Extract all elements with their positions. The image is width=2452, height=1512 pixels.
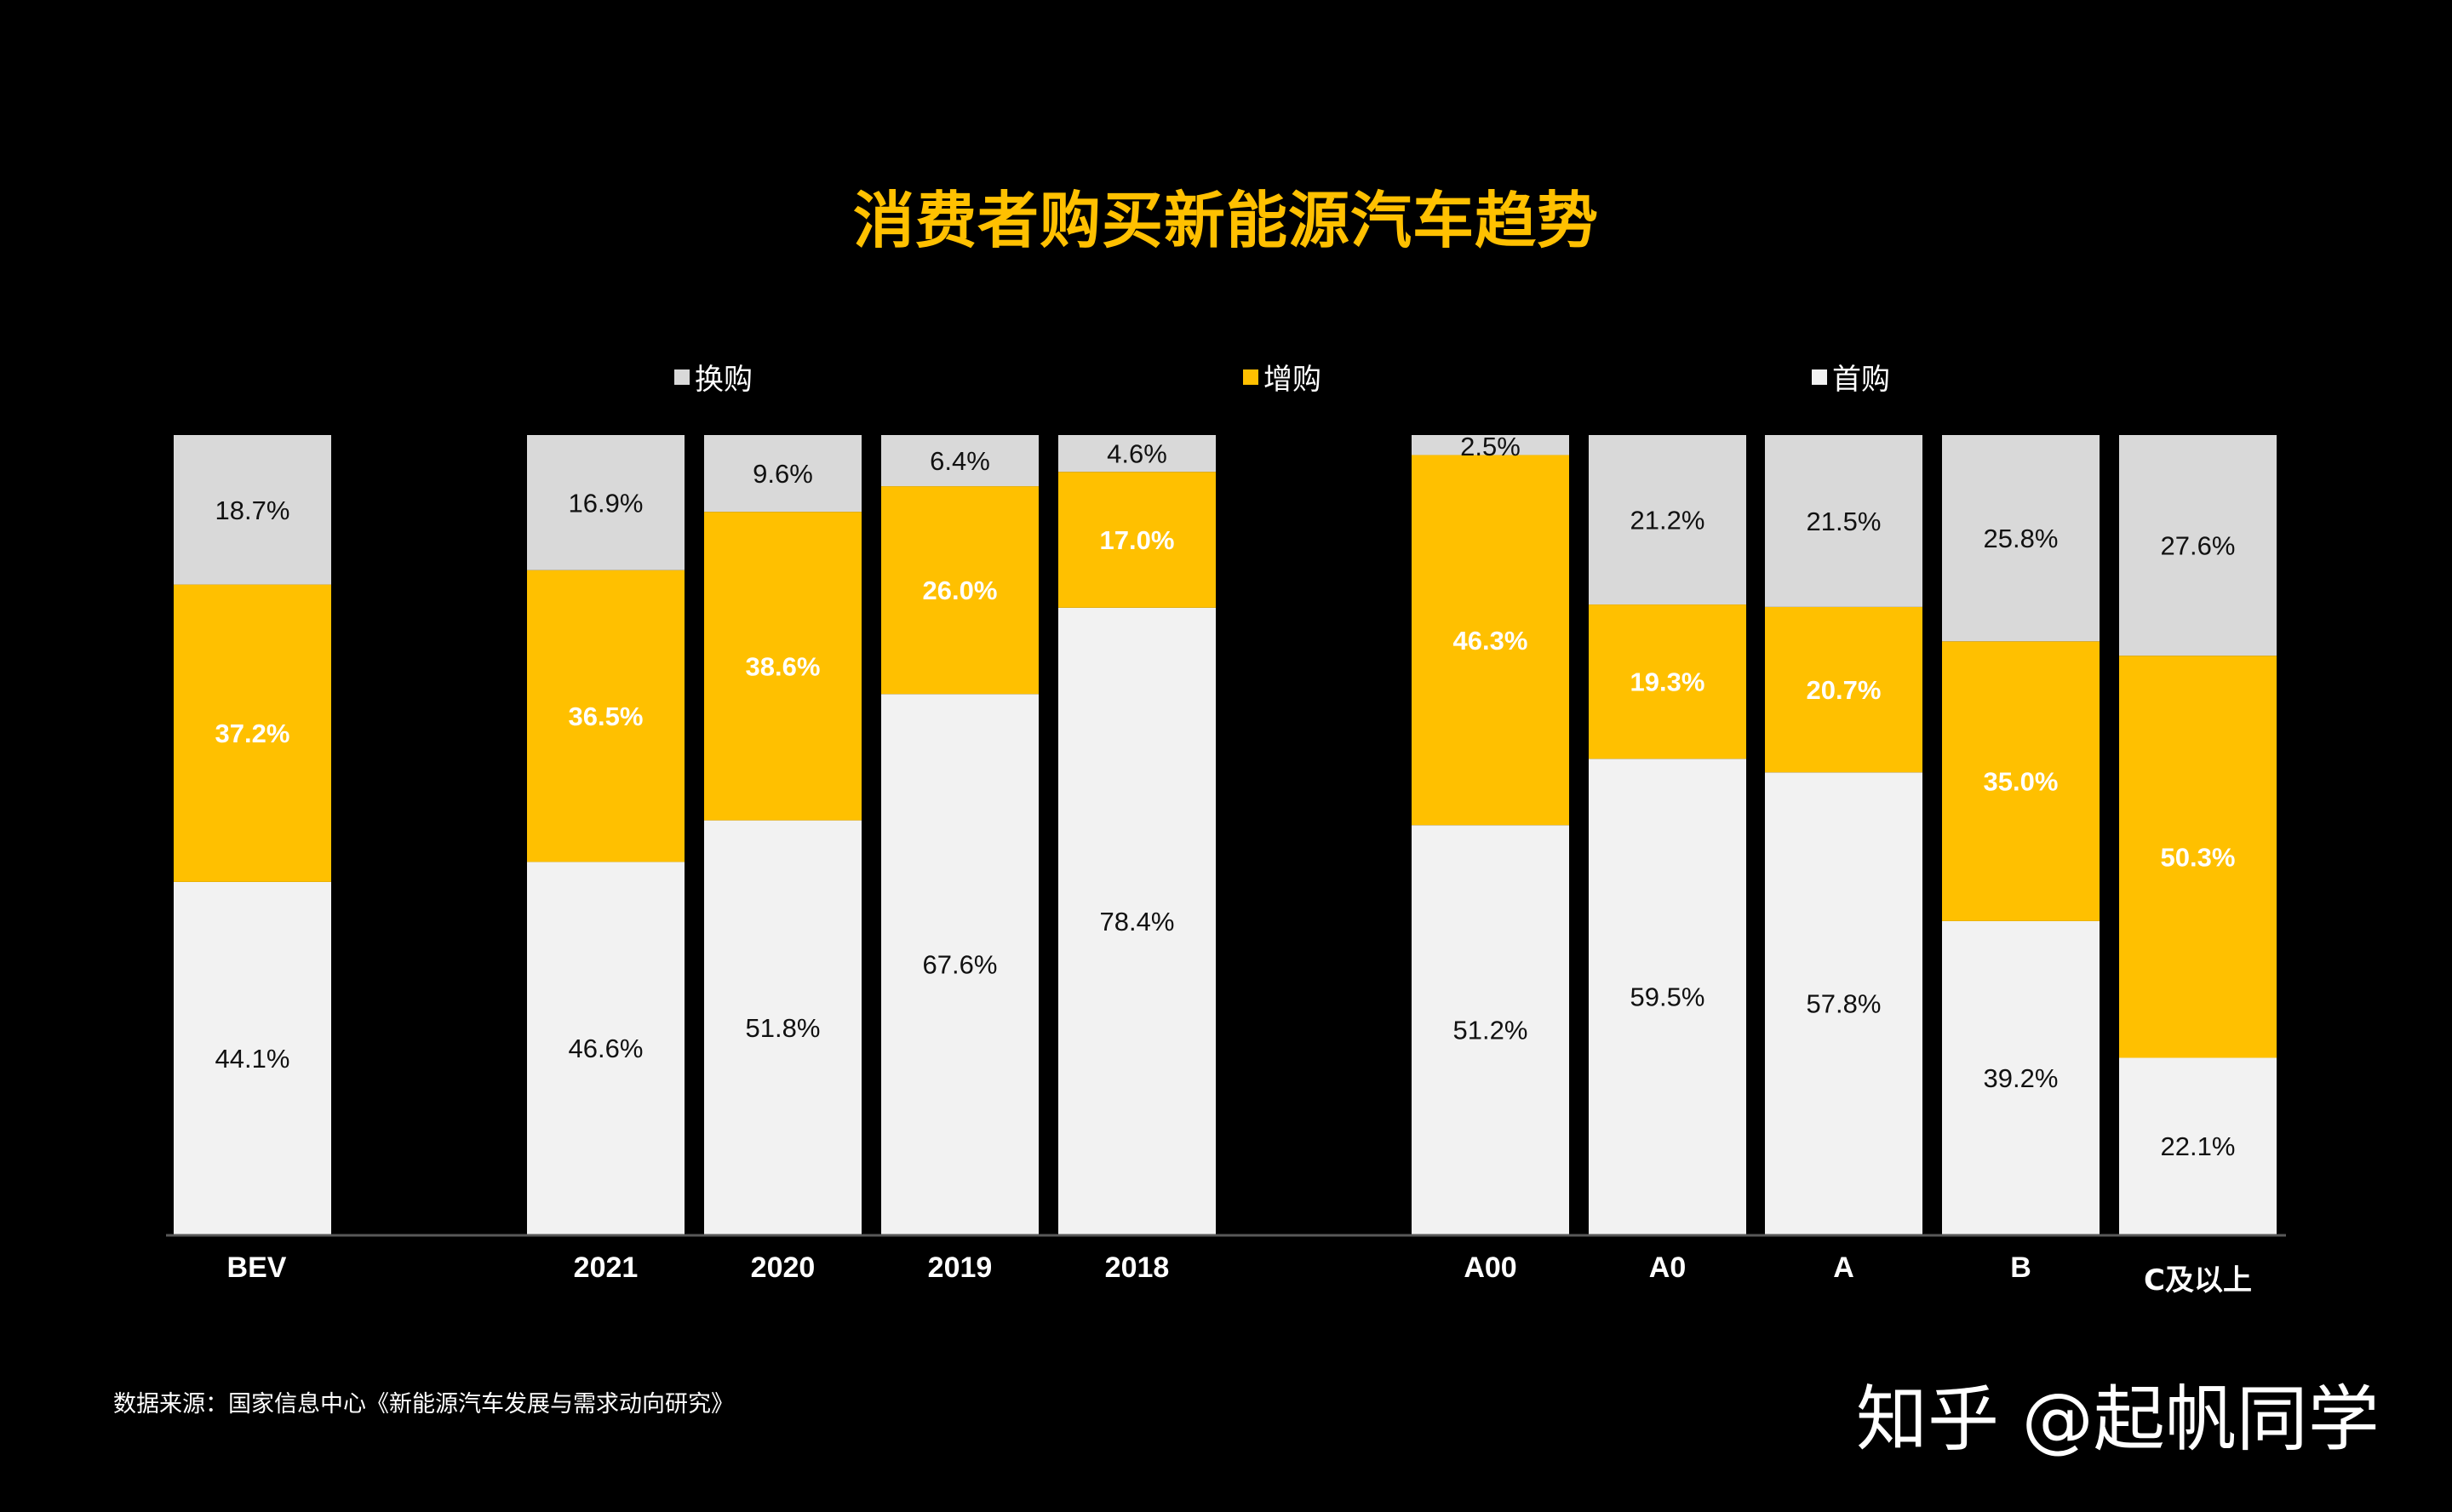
watermark: 知乎 @起帆同学 <box>1856 1377 2380 1461</box>
data-label: 25.8% <box>1984 524 2059 553</box>
bar-segment <box>1412 825 1569 1234</box>
chart-title: 消费者购买新能源汽车趋势 <box>852 185 1599 256</box>
data-label: 46.3% <box>1453 626 1528 656</box>
bar-stack: 57.8% 20.7% 21.5% <box>1765 435 1922 1234</box>
bar-segment <box>2119 656 2277 1058</box>
data-label: 22.1% <box>2161 1131 2236 1161</box>
data-label: 36.5% <box>569 702 644 731</box>
bar-stack: 67.6% 26.0% 6.4% <box>881 435 1039 1234</box>
data-label: 50.3% <box>2161 842 2236 872</box>
data-label: 4.6% <box>1107 439 1167 469</box>
data-label: 46.6% <box>569 1034 644 1063</box>
data-label: 57.8% <box>1807 989 1882 1019</box>
bar-segment <box>174 435 331 585</box>
bar-segment <box>1589 435 1746 605</box>
bar-segment <box>527 435 685 570</box>
legend-label: 换购 <box>695 363 753 397</box>
bar-stack: 59.5% 19.3% 21.2% <box>1589 435 1746 1234</box>
bar-stack: 46.6% 36.5% 16.9% <box>527 435 685 1234</box>
data-label: 27.6% <box>2161 531 2236 561</box>
data-label: 16.9% <box>569 488 644 518</box>
data-label: 26.0% <box>923 576 998 605</box>
x-tick-label: A <box>1833 1251 1854 1284</box>
data-label: 21.2% <box>1630 506 1705 536</box>
bar-segment <box>1412 455 1569 826</box>
data-label: 59.5% <box>1630 982 1705 1012</box>
bar-segment <box>1942 920 2100 1234</box>
bar-segment <box>1942 435 2100 642</box>
bar-segment <box>1058 472 1216 608</box>
bar-segment <box>1058 435 1216 472</box>
x-tick-label: C及以上 <box>2144 1263 2252 1297</box>
bar-segment <box>1589 759 1746 1234</box>
bar-segment <box>527 862 685 1234</box>
legend-label: 增购 <box>1263 363 1321 397</box>
bar-segment <box>1942 641 2100 921</box>
data-label: 9.6% <box>753 459 813 489</box>
bar-segment <box>1765 435 1922 607</box>
data-label: 17.0% <box>1100 525 1175 555</box>
legend-item-additional: 增购 <box>1243 356 1321 398</box>
bar-segment <box>881 435 1039 487</box>
bar-segment <box>2119 435 2277 656</box>
bar-segment <box>1058 607 1216 1234</box>
data-label: 38.6% <box>746 651 821 681</box>
x-tick-label: 2020 <box>751 1251 816 1284</box>
x-tick-label: 2019 <box>928 1251 993 1284</box>
bar-segment <box>1765 606 1922 773</box>
data-label: 18.7% <box>215 495 290 525</box>
data-label: 51.2% <box>1453 1016 1528 1045</box>
bar-stack: 78.4% 17.0% 4.6% <box>1058 435 1216 1234</box>
bar-segment <box>1589 604 1746 759</box>
bar-stack: 44.1% 37.2% 18.7% <box>174 435 331 1234</box>
legend-swatch-icon <box>1812 369 1827 385</box>
data-label: 19.3% <box>1630 667 1705 697</box>
bar-stack: 51.8% 38.6% 9.6% <box>704 435 862 1234</box>
bar-segment <box>174 881 331 1234</box>
x-tick-label: 2018 <box>1105 1251 1170 1284</box>
bar-segment <box>704 435 862 513</box>
bar-stack: 51.2% 46.3% 2.5% <box>1412 432 1569 1234</box>
source-note: 数据来源：国家信息中心《新能源汽车发展与需求动向研究》 <box>113 1391 734 1418</box>
bar-segment <box>527 570 685 862</box>
x-tick-label: B <box>2010 1251 2031 1284</box>
data-label: 78.4% <box>1100 907 1175 936</box>
bar-stack: 39.2% 35.0% 25.8% <box>1942 435 2100 1234</box>
bar-segment <box>174 584 331 882</box>
legend-swatch-icon <box>1243 369 1258 385</box>
bar-segment <box>1412 435 1569 455</box>
legend-item-first-purchase: 首购 <box>1812 356 1890 398</box>
data-label: 2.5% <box>1460 432 1521 461</box>
data-label: 37.2% <box>215 719 290 748</box>
legend-label: 首购 <box>1832 363 1890 397</box>
bar-segment <box>704 512 862 821</box>
data-label: 20.7% <box>1807 675 1882 705</box>
bar-stack: 22.1% 50.3% 27.6% <box>2119 435 2277 1234</box>
data-label: 35.0% <box>1984 767 2059 797</box>
legend-item-replacement: 换购 <box>674 356 753 398</box>
bar-segment <box>2119 1057 2277 1234</box>
bar-segment <box>704 820 862 1234</box>
x-tick-label: A0 <box>1649 1251 1686 1284</box>
x-tick-label: A00 <box>1464 1251 1516 1284</box>
data-label: 67.6% <box>923 950 998 980</box>
x-tick-label: BEV <box>227 1251 287 1284</box>
data-label: 39.2% <box>1984 1063 2059 1093</box>
x-tick-label: 2021 <box>574 1251 639 1284</box>
data-label: 21.5% <box>1807 507 1882 536</box>
bar-segment <box>881 694 1039 1234</box>
bar-segment <box>1765 772 1922 1234</box>
legend-swatch-icon <box>674 369 690 385</box>
data-label: 6.4% <box>930 446 990 476</box>
bar-segment <box>881 486 1039 695</box>
data-label: 51.8% <box>746 1013 821 1043</box>
data-label: 44.1% <box>215 1044 290 1074</box>
